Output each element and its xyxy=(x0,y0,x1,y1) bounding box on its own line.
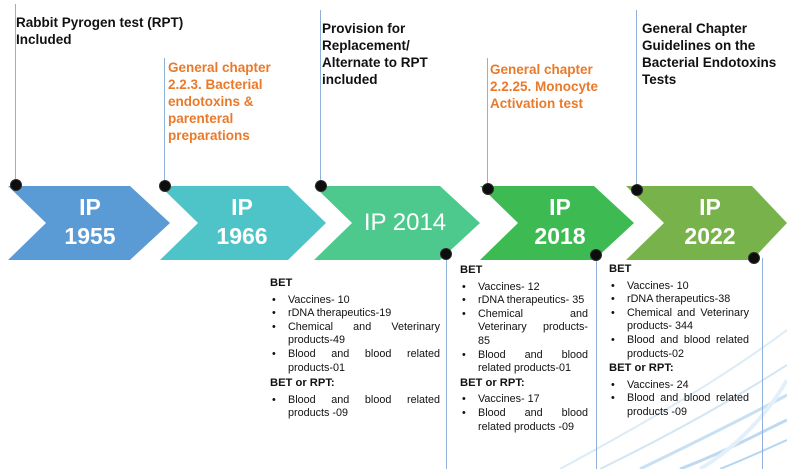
list-item: rDNA therapeutics-38 xyxy=(609,293,749,307)
list-item: Blood and blood related products -09 xyxy=(609,392,749,419)
arrow-label-ip-1955: IP 1955 xyxy=(64,194,116,249)
list-item: Blood and blood related products -09 xyxy=(270,394,440,421)
connector-line-1966 xyxy=(164,58,165,186)
arrow-ip-2014 xyxy=(314,186,480,260)
timeline-dot-2018-bottom xyxy=(590,249,602,261)
bet-list: Vaccines- 10 rDNA therapeutics-19 Chemic… xyxy=(270,294,440,376)
connector-line-2014-bottom xyxy=(446,254,447,469)
list-item: Blood and blood related products-01 xyxy=(460,349,588,376)
arrow-label-ip-2018: IP 2018 xyxy=(534,194,586,249)
list-item: rDNA therapeutics-19 xyxy=(270,307,440,321)
bet-or-rpt-heading: BET or RPT: xyxy=(460,376,525,389)
list-item: Vaccines- 12 xyxy=(460,281,588,295)
list-item: Chemical and Veterinary products-49 xyxy=(270,321,440,348)
arrow-label-ip-2014: IP 2014 xyxy=(363,209,447,236)
bet-or-rpt-list: Blood and blood related products -09 xyxy=(270,394,440,421)
arrow-label-ip-1966: IP 1966 xyxy=(216,194,268,249)
connector-line-2014-top xyxy=(320,10,321,186)
arrow-ip-1966 xyxy=(160,186,326,260)
arrow-ip-2018 xyxy=(480,186,634,260)
bet-list: Vaccines- 10 rDNA therapeutics-38 Chemic… xyxy=(609,280,749,362)
list-item: Vaccines- 10 xyxy=(609,280,749,294)
list-item: Vaccines- 17 xyxy=(460,393,588,407)
arrow-label-ip-2022: IP 2022 xyxy=(684,194,736,249)
connector-line-2022-bottom xyxy=(762,258,763,469)
bet-heading: BET xyxy=(270,277,293,289)
bet-or-rpt-heading: BET or RPT: xyxy=(609,362,674,375)
bet-heading: BET xyxy=(609,263,632,275)
details-panel-ip-2022: BET Vaccines- 10 rDNA therapeutics-38 Ch… xyxy=(609,263,749,420)
milestone-2018-description: General chapter 2.2.25. Monocyte Activatio… xyxy=(490,62,599,111)
details-panel-ip-2014: BET Vaccines- 10 rDNA therapeutics-19 Ch… xyxy=(270,277,440,421)
bet-or-rpt-heading: BET or RPT: xyxy=(270,377,335,390)
list-item: Vaccines- 10 xyxy=(270,294,440,308)
connector-line-1955 xyxy=(15,4,16,184)
list-item: Chemical and Veterinary products- 344 xyxy=(609,307,749,334)
bet-heading: BET xyxy=(460,264,483,276)
milestone-2014-description: Provision for Replacement/Alternate to RP… xyxy=(322,21,428,87)
arrow-ip-2022 xyxy=(626,186,787,260)
milestone-1955-description: Rabbit Pyrogen test (RPT) Included xyxy=(16,15,184,47)
details-panel-ip-2018: BET Vaccines- 12 rDNA therapeutics- 35 C… xyxy=(460,264,588,434)
timeline-dot-2014-top xyxy=(315,180,327,192)
connector-line-2018-bottom xyxy=(596,254,597,469)
timeline-dot-1955 xyxy=(10,179,22,191)
list-item: Chemical and Veterinary products- 85 xyxy=(460,308,588,349)
bet-or-rpt-list: Vaccines- 24 Blood and blood related pro… xyxy=(609,379,749,420)
list-item: rDNA therapeutics- 35 xyxy=(460,294,588,308)
timeline-dot-1966 xyxy=(159,180,171,192)
milestone-2022-description: General Chapter Guidelines on the Bacteria… xyxy=(642,21,777,87)
timeline-dot-2018-top xyxy=(482,183,494,195)
arrow-ip-1955 xyxy=(8,186,170,260)
connector-line-2022-top xyxy=(636,10,637,188)
bet-list: Vaccines- 12 rDNA therapeutics- 35 Chemi… xyxy=(460,281,588,376)
list-item: Blood and blood related products-01 xyxy=(270,348,440,375)
timeline-dot-2022-bottom xyxy=(748,252,760,264)
list-item: Blood and blood related products -09 xyxy=(460,407,588,434)
list-item: Blood and blood related products-02 xyxy=(609,334,749,361)
timeline-dot-2022-top xyxy=(631,184,643,196)
milestone-1966-description: General chapter 2.2.3. Bacterial endotoxin… xyxy=(168,60,271,143)
timeline-dot-2014-bottom xyxy=(440,248,452,260)
bet-or-rpt-list: Vaccines- 17 Blood and blood related pro… xyxy=(460,393,588,434)
connector-line-2018-top xyxy=(487,58,488,188)
list-item: Vaccines- 24 xyxy=(609,379,749,393)
